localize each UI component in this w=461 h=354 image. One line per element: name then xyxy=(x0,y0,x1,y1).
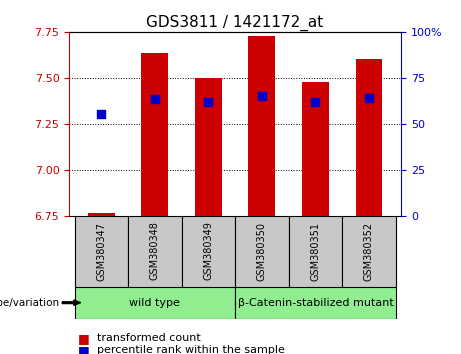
Text: GSM380348: GSM380348 xyxy=(150,222,160,280)
Point xyxy=(205,99,212,105)
Text: GSM380352: GSM380352 xyxy=(364,222,374,281)
Point xyxy=(151,96,159,102)
Bar xyxy=(235,287,396,319)
Text: ■: ■ xyxy=(78,332,90,344)
Text: ■: ■ xyxy=(78,344,90,354)
Point xyxy=(365,95,372,101)
Bar xyxy=(128,216,182,287)
Bar xyxy=(355,58,382,216)
Bar xyxy=(75,287,235,319)
Text: transformed count: transformed count xyxy=(97,333,201,343)
Bar xyxy=(142,53,168,216)
Point xyxy=(312,99,319,105)
Text: GSM380351: GSM380351 xyxy=(310,222,320,281)
Point xyxy=(258,93,266,99)
Bar xyxy=(88,213,115,216)
Title: GDS3811 / 1421172_at: GDS3811 / 1421172_at xyxy=(147,14,324,30)
Text: GSM380347: GSM380347 xyxy=(96,222,106,281)
Bar xyxy=(342,216,396,287)
Bar xyxy=(302,81,329,216)
Text: β-Catenin-stabilized mutant: β-Catenin-stabilized mutant xyxy=(237,298,393,308)
Text: genotype/variation: genotype/variation xyxy=(0,298,60,308)
Text: wild type: wild type xyxy=(130,298,180,308)
Bar xyxy=(182,216,235,287)
Text: GSM380349: GSM380349 xyxy=(203,222,213,280)
Bar xyxy=(195,78,222,216)
Bar xyxy=(289,216,342,287)
Bar xyxy=(75,216,128,287)
Bar xyxy=(235,216,289,287)
Point xyxy=(98,111,105,116)
Bar xyxy=(248,35,275,216)
Text: percentile rank within the sample: percentile rank within the sample xyxy=(97,346,285,354)
Text: GSM380350: GSM380350 xyxy=(257,222,267,281)
